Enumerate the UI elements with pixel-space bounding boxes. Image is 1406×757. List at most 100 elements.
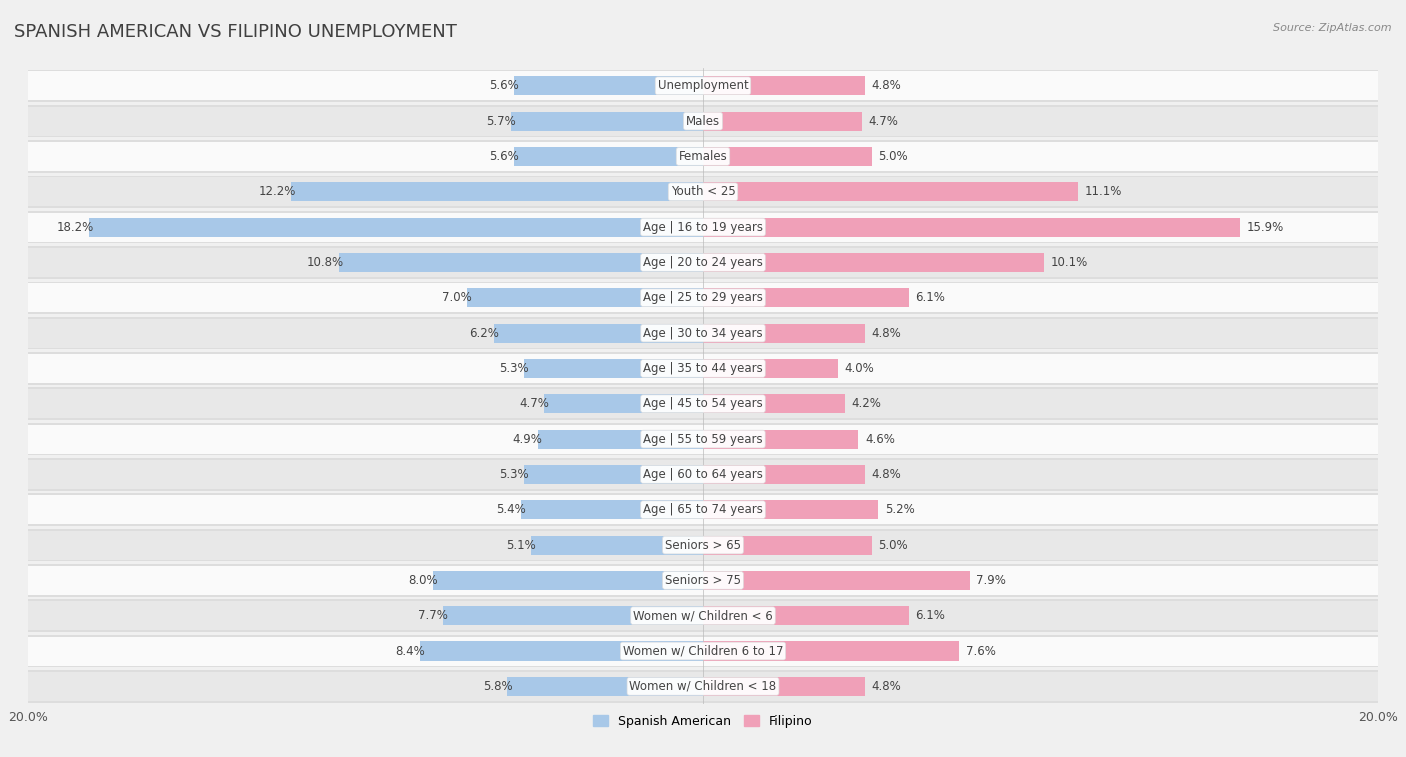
Text: 4.8%: 4.8%: [872, 79, 901, 92]
Bar: [28, 600, 1378, 632]
Text: Age | 65 to 74 years: Age | 65 to 74 years: [643, 503, 763, 516]
Text: Males: Males: [686, 114, 720, 128]
Bar: [28, 282, 1378, 314]
Text: 4.0%: 4.0%: [845, 362, 875, 375]
Bar: [703, 429, 858, 449]
Bar: [28, 319, 1378, 347]
Bar: [28, 495, 1378, 524]
Bar: [339, 253, 703, 272]
Bar: [544, 394, 703, 413]
Text: 7.0%: 7.0%: [441, 291, 472, 304]
Text: Age | 20 to 24 years: Age | 20 to 24 years: [643, 256, 763, 269]
Bar: [515, 76, 703, 95]
Text: 4.8%: 4.8%: [872, 468, 901, 481]
Text: SPANISH AMERICAN VS FILIPINO UNEMPLOYMENT: SPANISH AMERICAN VS FILIPINO UNEMPLOYMEN…: [14, 23, 457, 41]
Bar: [28, 425, 1378, 453]
Bar: [703, 677, 865, 696]
Text: 4.7%: 4.7%: [869, 114, 898, 128]
Bar: [467, 288, 703, 307]
Bar: [537, 429, 703, 449]
Text: 5.3%: 5.3%: [499, 362, 529, 375]
Bar: [703, 641, 959, 661]
Bar: [28, 246, 1378, 279]
Text: 5.0%: 5.0%: [879, 538, 908, 552]
Bar: [28, 105, 1378, 137]
Bar: [28, 529, 1378, 561]
Bar: [703, 359, 838, 378]
Bar: [703, 465, 865, 484]
Text: Age | 55 to 59 years: Age | 55 to 59 years: [643, 432, 763, 446]
Bar: [28, 494, 1378, 526]
Bar: [494, 323, 703, 343]
Bar: [28, 142, 1378, 171]
Text: 6.2%: 6.2%: [470, 326, 499, 340]
Text: 7.6%: 7.6%: [966, 644, 995, 658]
Bar: [524, 465, 703, 484]
Text: Females: Females: [679, 150, 727, 163]
Text: Women w/ Children < 6: Women w/ Children < 6: [633, 609, 773, 622]
Bar: [28, 71, 1378, 100]
Text: Age | 25 to 29 years: Age | 25 to 29 years: [643, 291, 763, 304]
Text: 5.1%: 5.1%: [506, 538, 536, 552]
Text: 5.2%: 5.2%: [886, 503, 915, 516]
Bar: [531, 535, 703, 555]
Bar: [703, 182, 1077, 201]
Text: Unemployment: Unemployment: [658, 79, 748, 92]
Text: 4.8%: 4.8%: [872, 326, 901, 340]
Text: 5.0%: 5.0%: [879, 150, 908, 163]
Bar: [703, 571, 970, 590]
Bar: [703, 76, 865, 95]
Bar: [28, 601, 1378, 630]
Bar: [28, 317, 1378, 349]
Text: Youth < 25: Youth < 25: [671, 185, 735, 198]
Bar: [28, 177, 1378, 206]
Bar: [443, 606, 703, 625]
Text: 10.8%: 10.8%: [307, 256, 343, 269]
Text: Women w/ Children < 18: Women w/ Children < 18: [630, 680, 776, 693]
Bar: [28, 176, 1378, 208]
Text: 12.2%: 12.2%: [259, 185, 297, 198]
Bar: [28, 354, 1378, 383]
Bar: [703, 217, 1240, 237]
Text: 4.7%: 4.7%: [520, 397, 550, 410]
Text: 6.1%: 6.1%: [915, 609, 945, 622]
Text: 5.4%: 5.4%: [496, 503, 526, 516]
Text: Age | 30 to 34 years: Age | 30 to 34 years: [643, 326, 763, 340]
Text: 15.9%: 15.9%: [1246, 220, 1284, 234]
Bar: [28, 458, 1378, 491]
Text: Seniors > 75: Seniors > 75: [665, 574, 741, 587]
Text: 5.3%: 5.3%: [499, 468, 529, 481]
Text: 18.2%: 18.2%: [56, 220, 94, 234]
Text: Age | 45 to 54 years: Age | 45 to 54 years: [643, 397, 763, 410]
Bar: [291, 182, 703, 201]
Bar: [28, 531, 1378, 559]
Bar: [28, 566, 1378, 595]
Text: Women w/ Children 6 to 17: Women w/ Children 6 to 17: [623, 644, 783, 658]
Bar: [28, 107, 1378, 136]
Bar: [28, 635, 1378, 667]
Bar: [419, 641, 703, 661]
Bar: [524, 359, 703, 378]
Bar: [28, 248, 1378, 277]
Bar: [28, 670, 1378, 702]
Bar: [89, 217, 703, 237]
Text: 5.6%: 5.6%: [489, 150, 519, 163]
Text: 6.1%: 6.1%: [915, 291, 945, 304]
Text: Source: ZipAtlas.com: Source: ZipAtlas.com: [1274, 23, 1392, 33]
Text: 7.9%: 7.9%: [976, 574, 1007, 587]
Text: Seniors > 65: Seniors > 65: [665, 538, 741, 552]
Text: 8.4%: 8.4%: [395, 644, 425, 658]
Bar: [508, 677, 703, 696]
Bar: [703, 288, 908, 307]
Bar: [703, 253, 1043, 272]
Text: 4.9%: 4.9%: [513, 432, 543, 446]
Bar: [28, 564, 1378, 597]
Bar: [28, 70, 1378, 102]
Text: Age | 16 to 19 years: Age | 16 to 19 years: [643, 220, 763, 234]
Text: 5.8%: 5.8%: [482, 680, 512, 693]
Text: 10.1%: 10.1%: [1050, 256, 1088, 269]
Bar: [28, 423, 1378, 455]
Text: 7.7%: 7.7%: [419, 609, 449, 622]
Bar: [703, 323, 865, 343]
Bar: [28, 352, 1378, 385]
